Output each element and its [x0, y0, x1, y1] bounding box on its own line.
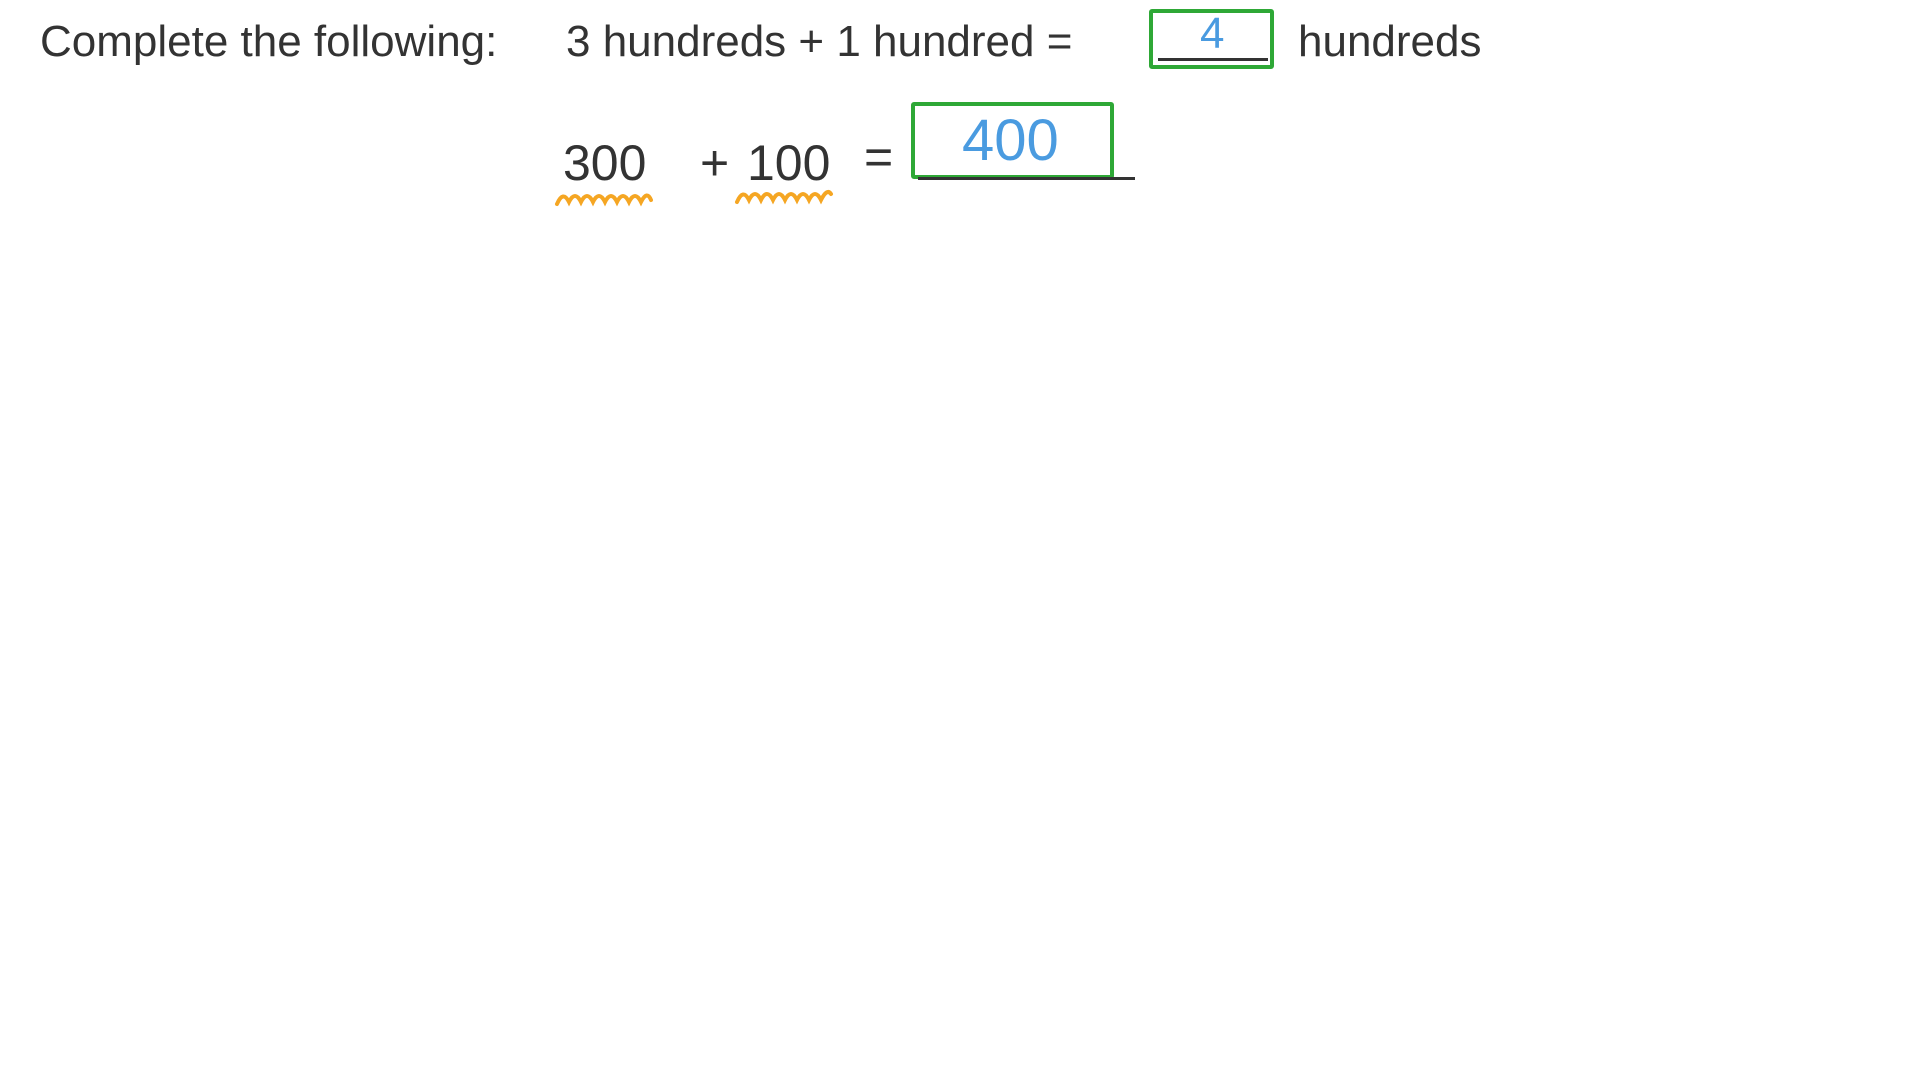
question-answer: 4 — [1200, 9, 1225, 58]
answer-underline — [1158, 58, 1268, 61]
question-expression: 3 hundreds + 1 hundred = — [566, 17, 1073, 66]
working-term2: 100 — [747, 135, 831, 191]
question-unit: hundreds — [1298, 17, 1482, 66]
question-prompt: Complete the following: — [40, 17, 498, 66]
answer-box — [1149, 9, 1274, 69]
highlight-squiggle-1 — [555, 193, 653, 207]
working-underline — [918, 177, 1135, 180]
highlight-squiggle-2 — [735, 190, 833, 205]
working-answer: 400 — [962, 108, 1059, 173]
working-plus: + — [700, 135, 730, 191]
working-term1: 300 — [563, 135, 647, 191]
working-equals: = — [864, 129, 894, 185]
